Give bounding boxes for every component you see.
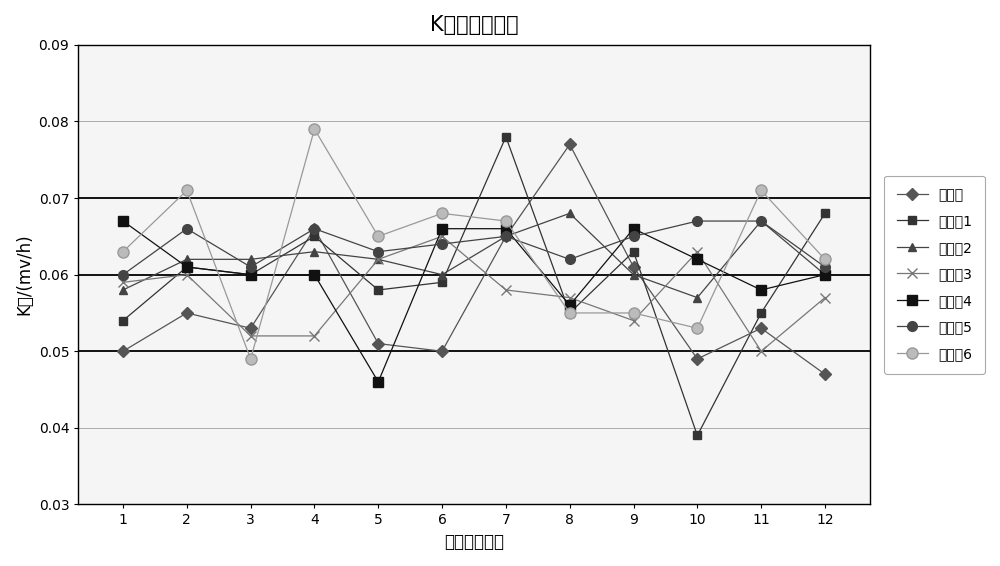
实施例4 — [628, 225, 640, 232]
实施例5 — [181, 225, 193, 232]
实施例5 — [755, 218, 767, 225]
实施例1 — [372, 286, 384, 293]
实施例6 — [117, 248, 129, 255]
实施例3 — [372, 256, 384, 263]
实施例2 — [819, 271, 831, 278]
实施例4 — [308, 271, 320, 278]
实施例6 — [436, 210, 448, 217]
实施例1 — [436, 279, 448, 286]
对比例 — [500, 233, 512, 240]
实施例4 — [436, 225, 448, 232]
实施例2 — [628, 271, 640, 278]
实施例1 — [500, 134, 512, 140]
实施例3 — [819, 294, 831, 301]
实施例1 — [819, 210, 831, 217]
Line: 实施例5: 实施例5 — [118, 216, 830, 280]
实施例1 — [245, 271, 257, 278]
实施例4 — [181, 264, 193, 271]
实施例6 — [628, 310, 640, 316]
实施例4 — [245, 271, 257, 278]
实施例2 — [500, 233, 512, 240]
实施例6 — [564, 310, 576, 316]
实施例4 — [564, 302, 576, 308]
实施例1 — [181, 264, 193, 271]
对比例 — [308, 225, 320, 232]
实施例5 — [117, 271, 129, 278]
实施例2 — [181, 256, 193, 263]
实施例3 — [755, 348, 767, 355]
实施例1 — [564, 310, 576, 316]
实施例6 — [308, 126, 320, 132]
实施例3 — [500, 286, 512, 293]
Line: 实施例3: 实施例3 — [118, 231, 830, 356]
实施例1 — [308, 233, 320, 240]
实施例6 — [245, 355, 257, 362]
实施例5 — [691, 218, 703, 225]
实施例3 — [245, 333, 257, 340]
实施例5 — [819, 264, 831, 271]
Title: K値分布示意图: K値分布示意图 — [430, 15, 518, 35]
实施例2 — [436, 271, 448, 278]
对比例 — [564, 141, 576, 148]
Line: 实施例6: 实施例6 — [117, 123, 831, 365]
X-axis label: 随机抽样样本: 随机抽样样本 — [444, 533, 504, 551]
对比例 — [245, 325, 257, 332]
实施例2 — [691, 294, 703, 301]
Y-axis label: K値/(mv/h): K値/(mv/h) — [15, 234, 33, 315]
实施例4 — [819, 271, 831, 278]
Line: 实施例2: 实施例2 — [119, 209, 829, 302]
实施例1 — [691, 432, 703, 439]
实施例5 — [436, 241, 448, 247]
实施例6 — [181, 187, 193, 194]
Legend: 对比例, 实施例1, 实施例2, 实施例3, 实施例4, 实施例5, 实施例6: 对比例, 实施例1, 实施例2, 实施例3, 实施例4, 实施例5, 实施例6 — [884, 175, 985, 374]
Line: 对比例: 对比例 — [119, 140, 829, 379]
实施例5 — [500, 233, 512, 240]
实施例2 — [117, 286, 129, 293]
实施例3 — [308, 333, 320, 340]
Line: 实施例4: 实施例4 — [118, 216, 830, 387]
对比例 — [372, 340, 384, 347]
实施例4 — [691, 256, 703, 263]
实施例3 — [436, 233, 448, 240]
Line: 实施例1: 实施例1 — [119, 132, 829, 440]
实施例4 — [755, 286, 767, 293]
实施例2 — [372, 256, 384, 263]
实施例1 — [755, 310, 767, 316]
实施例2 — [755, 218, 767, 225]
实施例5 — [564, 256, 576, 263]
对比例 — [691, 355, 703, 362]
对比例 — [117, 348, 129, 355]
实施例5 — [372, 248, 384, 255]
实施例4 — [117, 218, 129, 225]
实施例5 — [308, 225, 320, 232]
实施例2 — [245, 256, 257, 263]
实施例6 — [500, 218, 512, 225]
对比例 — [628, 264, 640, 271]
实施例3 — [628, 317, 640, 324]
对比例 — [755, 325, 767, 332]
对比例 — [436, 348, 448, 355]
实施例1 — [628, 248, 640, 255]
实施例5 — [245, 264, 257, 271]
实施例4 — [372, 379, 384, 385]
实施例2 — [308, 248, 320, 255]
实施例6 — [755, 187, 767, 194]
实施例3 — [181, 271, 193, 278]
实施例3 — [691, 248, 703, 255]
实施例6 — [819, 256, 831, 263]
实施例3 — [564, 294, 576, 301]
实施例3 — [117, 279, 129, 286]
实施例6 — [691, 325, 703, 332]
对比例 — [181, 310, 193, 316]
实施例4 — [500, 225, 512, 232]
实施例5 — [628, 233, 640, 240]
对比例 — [819, 371, 831, 378]
实施例2 — [564, 210, 576, 217]
实施例6 — [372, 233, 384, 240]
实施例1 — [117, 317, 129, 324]
